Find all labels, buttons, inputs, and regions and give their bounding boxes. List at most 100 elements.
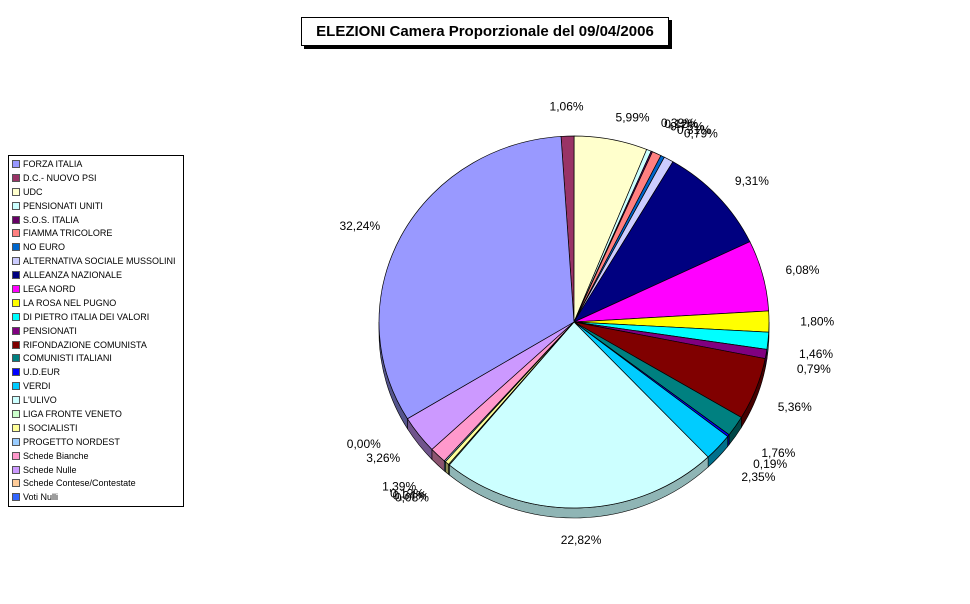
legend-item: DI PIETRO ITALIA DEI VALORI — [9, 310, 183, 324]
legend-item: FORZA ITALIA — [9, 157, 183, 171]
chart-legend: FORZA ITALIA D.C.- NUOVO PSI UDC PENSIONATI… — [8, 155, 184, 507]
pie-data-label: 0,75% — [670, 120, 704, 134]
legend-label: D.C.- NUOVO PSI — [23, 172, 97, 183]
legend-label: FORZA ITALIA — [23, 158, 83, 169]
pie-data-label: 1,80% — [800, 314, 834, 328]
pie-data-label: 0,00% — [347, 437, 381, 451]
legend-swatch — [12, 298, 20, 307]
legend-swatch — [12, 257, 20, 266]
legend-item: PENSIONATI UNITI — [9, 199, 183, 213]
legend-swatch — [12, 159, 20, 168]
legend-swatch — [12, 243, 20, 252]
pie-data-label: 1,06% — [550, 99, 584, 113]
pie-data-label: 0,79% — [797, 362, 831, 376]
pie-data-label: 1,39% — [382, 480, 416, 494]
legend-swatch — [12, 409, 20, 418]
legend-label: Schede Bianche — [23, 450, 89, 461]
legend-swatch — [12, 396, 20, 405]
legend-label: FIAMMA TRICOLORE — [23, 228, 113, 239]
legend-item: Voti Nulli — [9, 490, 183, 504]
legend-item: ALLEANZA NAZIONALE — [9, 268, 183, 282]
legend-label: ALLEANZA NAZIONALE — [23, 270, 123, 281]
legend-swatch — [12, 451, 20, 460]
pie-data-label: 0,79% — [684, 126, 718, 140]
pie-data-label: 3,26% — [366, 451, 400, 465]
pie-data-label: 6,08% — [785, 263, 819, 277]
legend-label: COMUNISTI ITALIANI — [23, 353, 112, 364]
legend-swatch — [12, 187, 20, 196]
legend-label: Voti Nulli — [23, 492, 59, 503]
legend-swatch — [12, 201, 20, 210]
legend-item: RIFONDAZIONE COMUNISTA — [9, 338, 183, 352]
legend-item: D.C.- NUOVO PSI — [9, 171, 183, 185]
pie-data-label: 0,08% — [395, 491, 429, 505]
legend-label: ALTERNATIVA SOCIALE MUSSOLINI — [23, 256, 176, 267]
pie-data-label: 1,46% — [799, 347, 833, 361]
legend-swatch — [12, 326, 20, 335]
legend-label: Schede Nulle — [23, 464, 77, 475]
pie-labels-layer: 1,06%5,99% 0,39%0,12%0,75%0,31%0,79%9,31%… — [339, 99, 834, 547]
legend-item: LIGA FRONTE VENETO — [9, 407, 183, 421]
pie-data-label: 5,99% — [616, 110, 650, 124]
legend-label: L'ULIVO — [23, 395, 57, 406]
pie-data-label: 0,19% — [753, 457, 787, 471]
pie-slices-layer — [378, 135, 770, 509]
pie-slice — [448, 321, 709, 509]
legend-label: LIGA FRONTE VENETO — [23, 408, 122, 419]
legend-item: PENSIONATI — [9, 324, 183, 338]
legend-label: Schede Contese/Contestate — [23, 478, 136, 489]
pie-data-label: 22,82% — [561, 533, 602, 547]
legend-swatch — [12, 215, 20, 224]
pie-data-label: 0,12% — [390, 487, 424, 501]
pie-data-label: 0,34% — [393, 489, 427, 503]
legend-label: PENSIONATI — [23, 325, 77, 336]
chart-title: ELEZIONI Camera Proporzionale del 09/04/… — [301, 17, 669, 46]
legend-label: PROGETTO NORDEST — [23, 436, 120, 447]
legend-item: Schede Nulle — [9, 463, 183, 477]
legend-label: LEGA NORD — [23, 283, 76, 294]
legend-item: COMUNISTI ITALIANI — [9, 351, 183, 365]
legend-swatch — [12, 479, 20, 488]
legend-label: DI PIETRO ITALIA DEI VALORI — [23, 311, 150, 322]
legend-label: PENSIONATI UNITI — [23, 200, 103, 211]
legend-item: NO EURO — [9, 240, 183, 254]
legend-swatch — [12, 312, 20, 321]
legend-swatch — [12, 437, 20, 446]
legend-item: LEGA NORD — [9, 282, 183, 296]
legend-label: LA ROSA NEL PUGNO — [23, 297, 117, 308]
legend-swatch — [12, 493, 20, 502]
legend-label: VERDI — [23, 381, 51, 392]
legend-item: LA ROSA NEL PUGNO — [9, 296, 183, 310]
legend-label: I SOCIALISTI — [23, 422, 78, 433]
legend-swatch — [12, 229, 20, 238]
legend-item: U.D.EUR — [9, 365, 183, 379]
legend-label: U.D.EUR — [23, 367, 61, 378]
legend-item: Schede Contese/Contestate — [9, 476, 183, 490]
legend-swatch — [12, 340, 20, 349]
legend-swatch — [12, 271, 20, 280]
legend-item: VERDI — [9, 379, 183, 393]
legend-item: UDC — [9, 185, 183, 199]
legend-label: UDC — [23, 186, 43, 197]
legend-swatch — [12, 173, 20, 182]
legend-item: I SOCIALISTI — [9, 421, 183, 435]
pie-slice — [573, 161, 751, 323]
pie-data-label: 32,24% — [339, 219, 380, 233]
pie-data-label: 1,76% — [761, 446, 795, 460]
legend-label: S.O.S. ITALIA — [23, 214, 79, 225]
pie-data-label: 0,12% — [664, 117, 698, 131]
legend-swatch — [12, 382, 20, 391]
legend-label: NO EURO — [23, 242, 66, 253]
legend-swatch — [12, 465, 20, 474]
pie-data-label: 0,31% — [677, 123, 711, 137]
pie-data-label: 9,31% — [735, 174, 769, 188]
pie-slice — [378, 136, 575, 420]
legend-item: Schede Bianche — [9, 449, 183, 463]
legend-item: S.O.S. ITALIA — [9, 213, 183, 227]
legend-swatch — [12, 368, 20, 377]
legend-swatch — [12, 423, 20, 432]
legend-label: RIFONDAZIONE COMUNISTA — [23, 339, 147, 350]
legend-item: L'ULIVO — [9, 393, 183, 407]
pie-data-label: 2,35% — [741, 470, 775, 484]
